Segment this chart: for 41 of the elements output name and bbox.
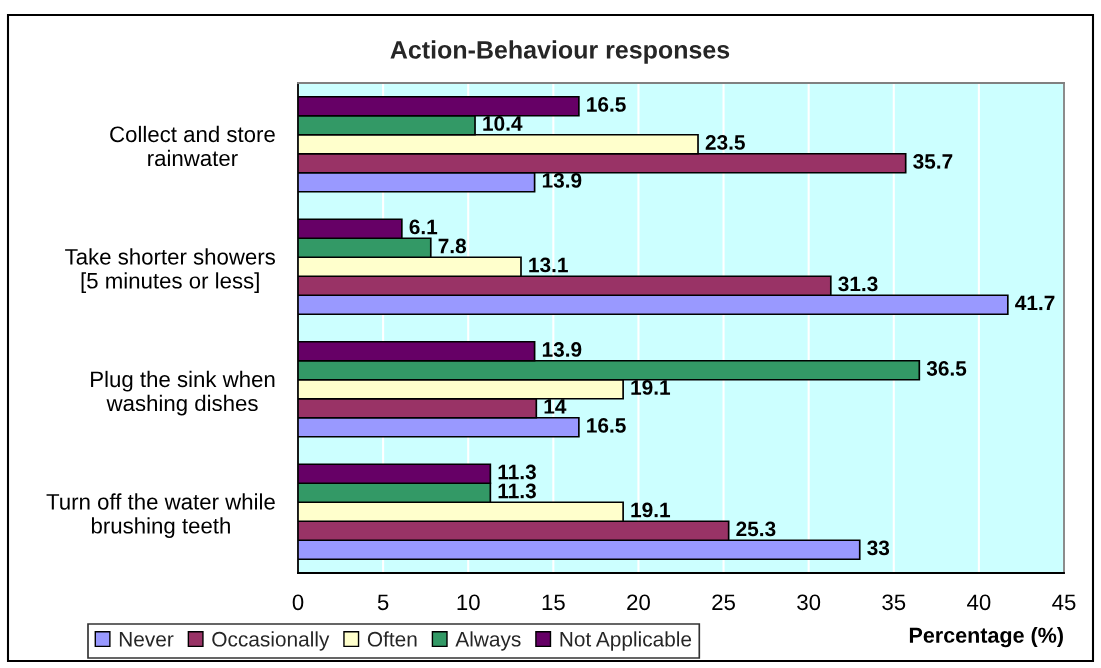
data-label: 23.5 (705, 135, 745, 150)
data-label: 16.5 (587, 97, 626, 112)
legend-label: Often (367, 631, 417, 647)
data-label: 31.3 (838, 276, 878, 292)
legend-label: Occasionally (212, 631, 330, 651)
x-tick-label: 45 (1052, 594, 1076, 611)
data-label: 19.1 (631, 380, 671, 395)
data-label: 10.4 (483, 116, 523, 131)
data-label: 16.5 (587, 418, 626, 433)
data-label: 19.1 (631, 502, 671, 518)
data-label: 7.8 (438, 238, 467, 254)
y-tick-label: Collect and store rainwater (110, 125, 275, 167)
data-label: 14 (544, 399, 567, 414)
data-label: 11.3 (498, 464, 536, 480)
data-label: 35.7 (913, 154, 953, 169)
y-tick-label: Plug the sink when washing dishes (91, 370, 275, 416)
x-tick-label: 0 (292, 594, 304, 611)
x-tick-label: 10 (457, 594, 480, 611)
data-label: 41.7 (1015, 295, 1055, 311)
data-label: 11.3 (498, 483, 536, 499)
x-tick-label: 25 (712, 594, 735, 611)
chart-title: Action-Behaviour responses (390, 40, 730, 64)
x-tick-label: 30 (797, 594, 821, 611)
x-axis-title: Percentage (%) (909, 627, 1063, 648)
data-label: 13.9 (542, 342, 582, 357)
data-label: 33 (867, 540, 890, 556)
data-label: 13.1 (529, 257, 568, 273)
data-label: 36.5 (926, 361, 967, 376)
y-tick-label: Take shorter showers [5 minutes or less] (65, 248, 275, 293)
legend-label: Never (119, 632, 174, 647)
legend-label: Not Applicable (560, 631, 692, 651)
x-tick-label: 20 (627, 594, 650, 611)
x-tick-label: 35 (882, 594, 906, 611)
x-tick-label: 40 (967, 594, 991, 611)
x-tick-label: 15 (542, 594, 565, 611)
data-label: 25.3 (736, 521, 776, 537)
data-label: 6.1 (409, 219, 438, 235)
data-label: 13.9 (542, 173, 582, 188)
x-tick-label: 5 (377, 594, 389, 611)
y-tick-label: Turn off the water while brushing teeth (46, 493, 275, 538)
legend-label: Always (455, 631, 521, 651)
